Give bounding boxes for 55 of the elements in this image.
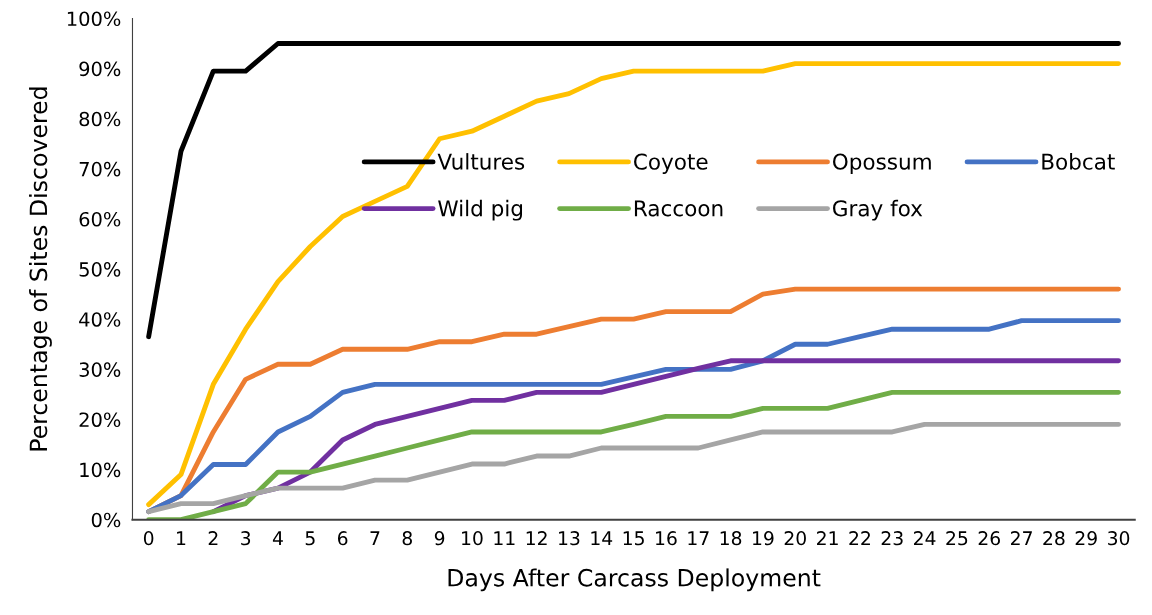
x-tick-label: 12 [526,531,547,546]
x-tick-label: 13 [559,531,580,546]
y-tick-label: 0% [91,512,121,528]
legend-label: Vultures [437,153,525,170]
legend-label: Wild pig [438,199,523,221]
x-tick-label: 18 [720,531,742,546]
y-tick-label: 90% [79,61,121,77]
x-tick-label: 24 [914,531,936,546]
line-series [146,41,1121,340]
x-tick-label: 25 [946,531,968,546]
x-axis-title: Days After Carcass Deployment [448,568,821,592]
x-tick-label: 27 [1011,531,1032,546]
x-tick-label: 6 [337,531,348,546]
line-series [146,61,1121,508]
x-tick-label: 21 [817,531,838,546]
x-tick-label: 20 [784,531,806,546]
line-series [146,389,1121,520]
x-tick-label: 16 [656,531,677,546]
y-tick-label: 40% [79,312,121,327]
y-tick-label: 100% [67,11,121,27]
y-tick-label: 70% [79,161,121,177]
x-tick-label: 11 [494,531,515,546]
x-tick-label: 9 [434,531,445,546]
x-tick-label: 28 [1043,531,1065,546]
x-tick-label: 4 [272,531,283,546]
y-tick-label: 30% [79,362,121,377]
x-tick-label: 7 [370,531,380,546]
legend-label: Gray fox [833,199,923,221]
x-tick-label: 10 [462,531,483,546]
x-tick-label: 23 [881,531,903,546]
x-tick-label: 19 [753,531,774,546]
x-tick-label: 26 [978,531,1000,546]
x-tick-label: 2 [208,531,218,546]
x-tick-label: 22 [849,531,870,546]
x-tick-label: 0 [143,531,154,546]
y-tick-label: 20% [79,412,121,428]
y-tick-label: 50% [79,262,121,277]
legend-label: Raccoon [634,200,723,217]
line-series [146,422,1121,515]
x-tick-label: 5 [305,531,315,546]
x-tick-label: 8 [402,531,412,546]
x-tick-label: 17 [688,531,709,546]
x-tick-label: 15 [623,531,644,546]
x-tick-label: 3 [241,531,251,546]
y-tick-label: 80% [79,111,121,127]
y-tick-label: 60% [79,211,121,227]
x-tick-label: 30 [1108,531,1130,546]
legend-label: Coyote [634,153,708,174]
x-tick-label: 29 [1075,531,1097,546]
y-tick-label: 10% [80,462,121,478]
legend-label: Bobcat [1042,153,1115,170]
x-tick-label: 14 [591,531,613,546]
y-axis-title: Percentage of Sites Discovered [29,87,52,451]
legend-label: Opossum [833,153,931,174]
x-tick-label: 1 [177,531,186,546]
